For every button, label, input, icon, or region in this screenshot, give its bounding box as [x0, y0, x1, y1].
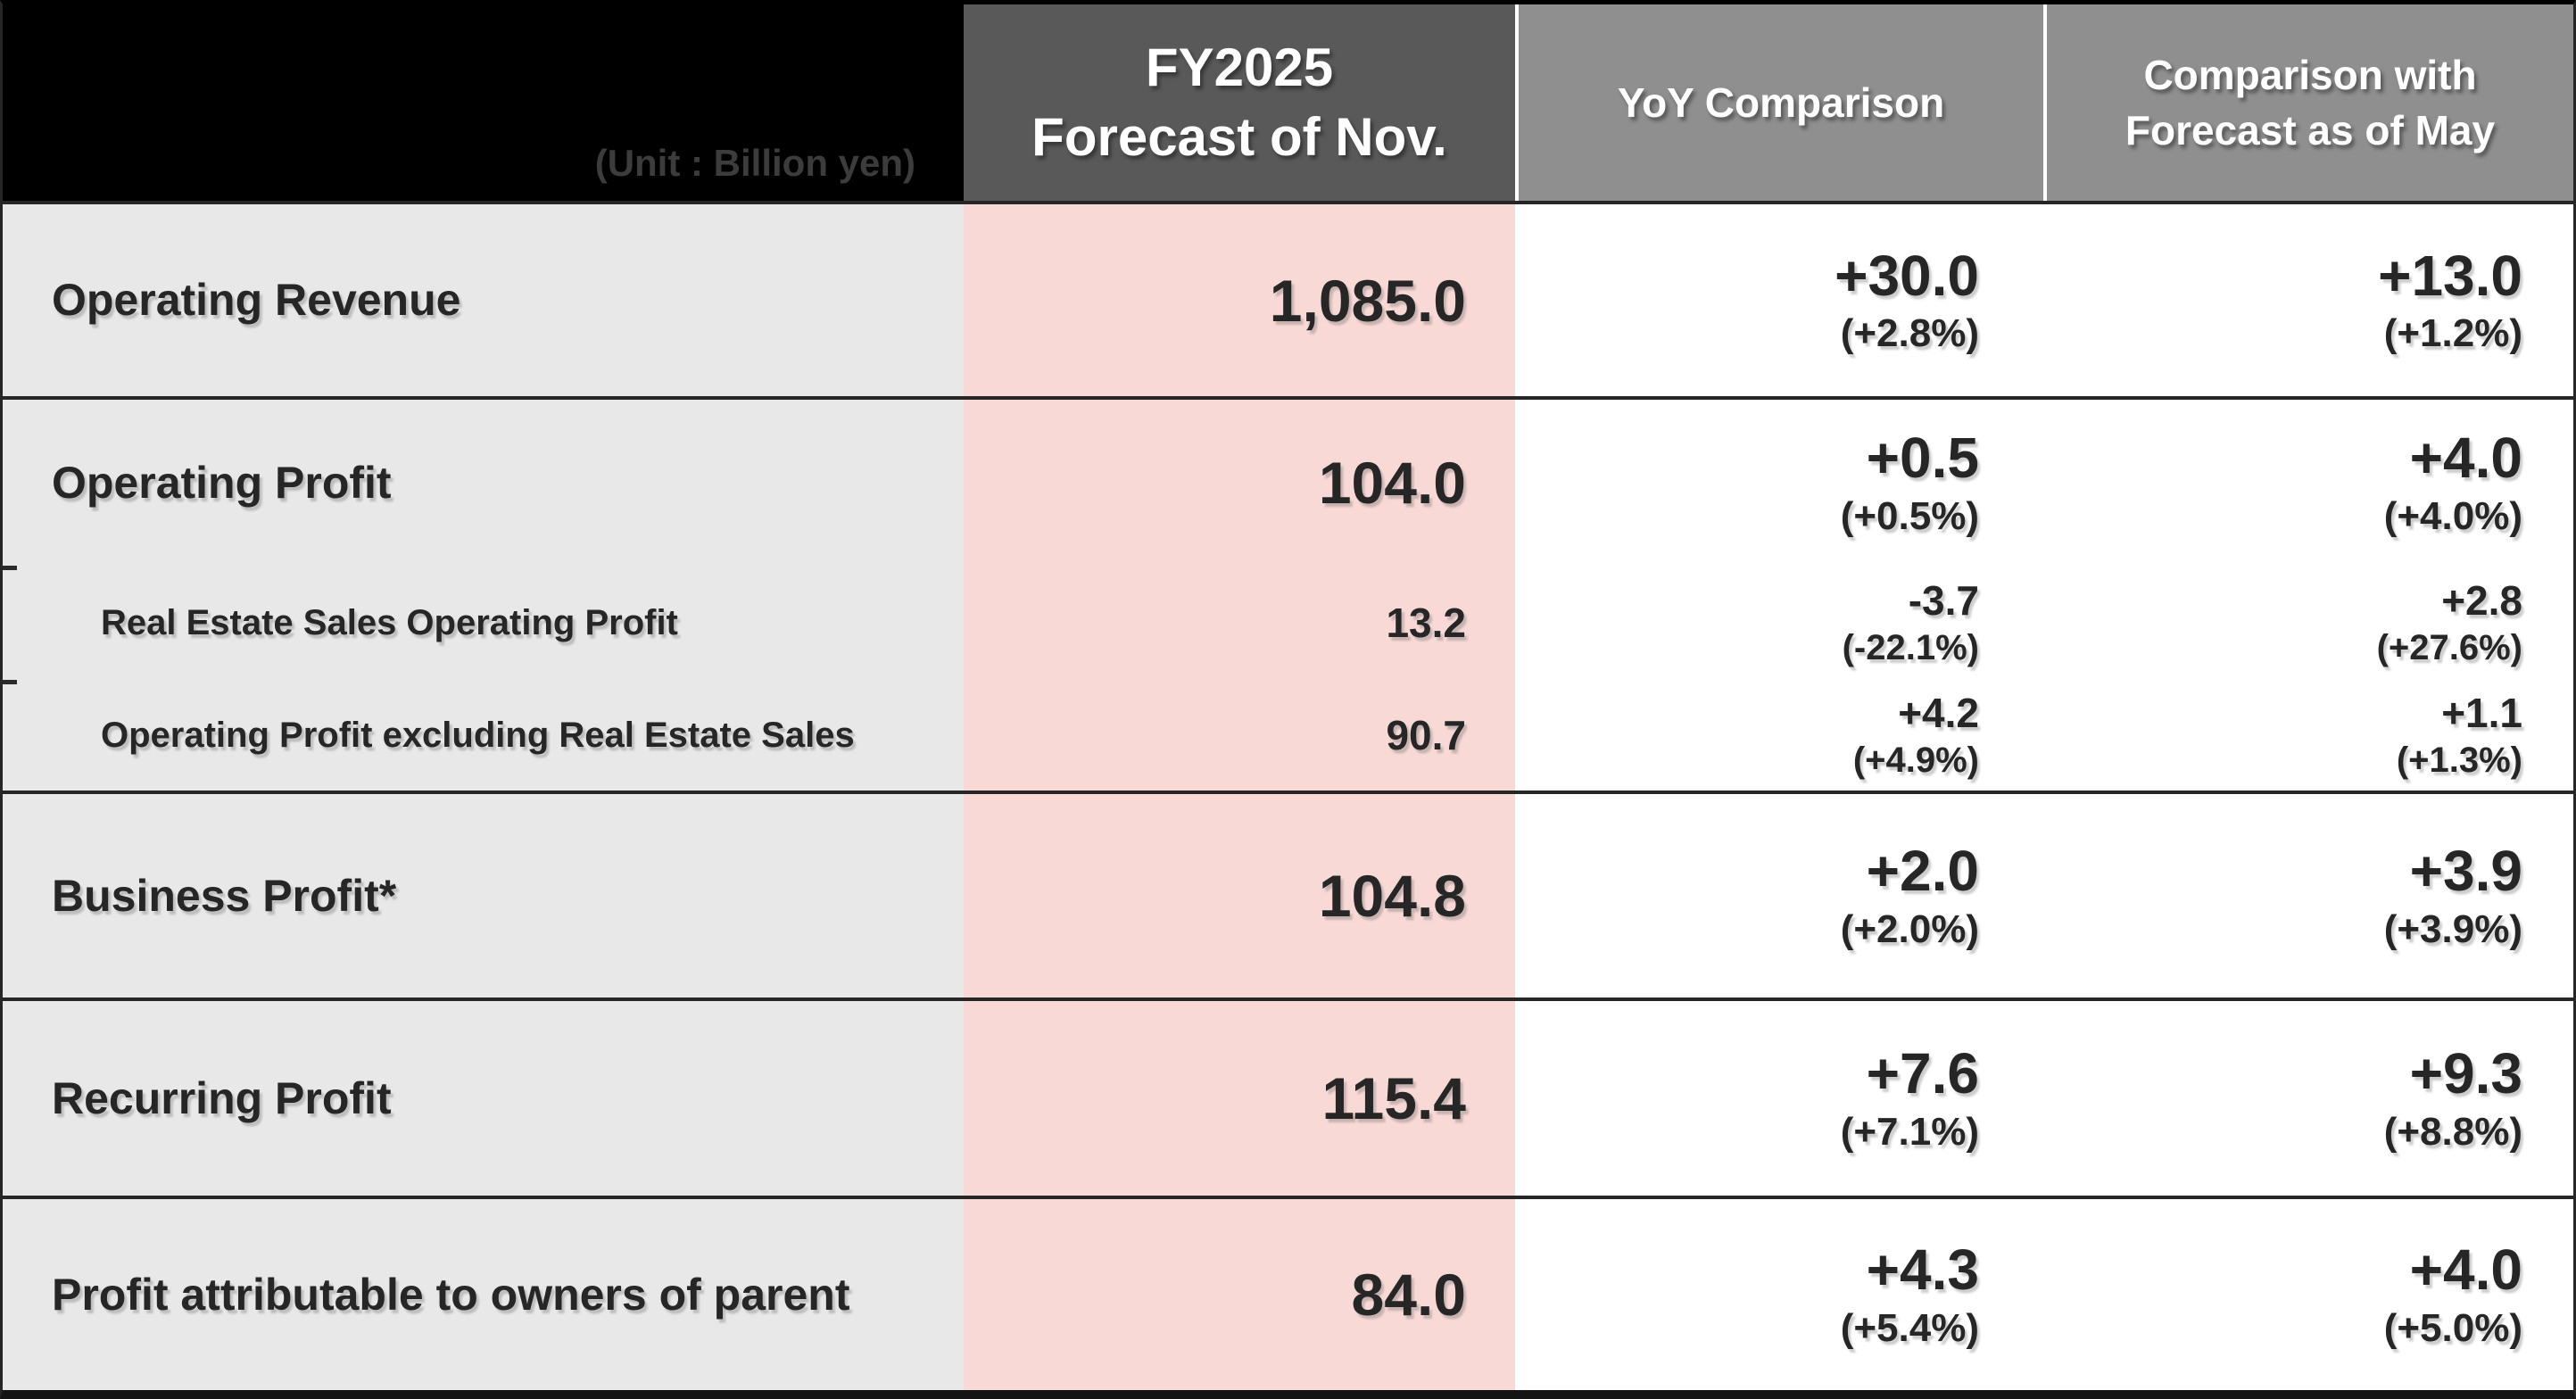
- yoy-percent: (+5.4%): [1840, 1305, 1979, 1350]
- may-value: +9.3: [2409, 1041, 2522, 1106]
- may-percent: (+1.3%): [2396, 741, 2522, 781]
- yoy-value: +0.5: [1866, 426, 1979, 491]
- table-row-business-profit: Business Profit* 104.8 +2.0 (+2.0%) +3.9…: [3, 791, 2573, 998]
- may-value: +1.1: [2441, 689, 2522, 736]
- table-row-real-estate-sales-operating-profit: Real Estate Sales Operating Profit 13.2 …: [3, 566, 2573, 680]
- forecast-value: 1,085.0: [964, 204, 1515, 396]
- may-percent: (+1.2%): [2383, 311, 2522, 355]
- yoy-percent: (+4.9%): [1852, 741, 1979, 781]
- yoy-cell: +4.3 (+5.4%): [1515, 1199, 2043, 1390]
- table-row-operating-profit: Operating Profit 104.0 +0.5 (+0.5%) +4.0…: [3, 396, 2573, 566]
- may-value: +3.9: [2409, 839, 2522, 904]
- may-cell: +13.0 (+1.2%): [2043, 204, 2573, 396]
- may-cell: +9.3 (+8.8%): [2043, 1001, 2573, 1196]
- forecast-value: 84.0: [964, 1199, 1515, 1390]
- header-yoy-comparison: YoY Comparison: [1515, 4, 2043, 201]
- row-label: Business Profit*: [3, 794, 964, 998]
- yoy-cell: +7.6 (+7.1%): [1515, 1001, 2043, 1196]
- yoy-value: -3.7: [1908, 576, 1979, 624]
- may-percent: (+3.9%): [2383, 906, 2522, 951]
- forecast-value: 13.2: [964, 566, 1515, 680]
- forecast-value: 104.0: [964, 400, 1515, 566]
- row-label: Profit attributable to owners of parent: [3, 1199, 964, 1390]
- may-percent: (+27.6%): [2376, 628, 2522, 668]
- may-value: +13.0: [2378, 243, 2522, 308]
- sub-row-divider-tick: [3, 680, 17, 684]
- may-cell: +4.0 (+5.0%): [2043, 1199, 2573, 1390]
- may-cell: +3.9 (+3.9%): [2043, 794, 2573, 998]
- yoy-value: +30.0: [1835, 243, 1979, 308]
- may-value: +2.8: [2441, 576, 2522, 624]
- forecast-value: 115.4: [964, 1001, 1515, 1196]
- table-row-profit-attributable-to-owners: Profit attributable to owners of parent …: [3, 1196, 2573, 1390]
- header-fy2025-forecast: FY2025 Forecast of Nov.: [964, 4, 1515, 201]
- yoy-value: +2.0: [1866, 839, 1979, 904]
- yoy-cell: -3.7 (-22.1%): [1515, 566, 2043, 680]
- table-header-row: (Unit : Billion yen) FY2025 Forecast of …: [3, 4, 2573, 201]
- yoy-value: +7.6: [1866, 1041, 1979, 1106]
- may-percent: (+8.8%): [2383, 1109, 2522, 1154]
- row-label: Operating Profit excluding Real Estate S…: [3, 680, 964, 791]
- table-row-operating-revenue: Operating Revenue 1,085.0 +30.0 (+2.8%) …: [3, 201, 2573, 396]
- may-value: +4.0: [2409, 426, 2522, 491]
- may-percent: (+5.0%): [2383, 1305, 2522, 1350]
- unit-note: (Unit : Billion yen): [594, 142, 915, 184]
- yoy-percent: (+7.1%): [1840, 1109, 1979, 1154]
- may-cell: +1.1 (+1.3%): [2043, 680, 2573, 791]
- yoy-percent: (+0.5%): [1840, 493, 1979, 538]
- row-label: Real Estate Sales Operating Profit: [3, 566, 964, 680]
- header-fy2025-line1: FY2025: [1145, 37, 1334, 97]
- header-fy2025-line2: Forecast of Nov.: [1031, 107, 1447, 167]
- yoy-cell: +2.0 (+2.0%): [1515, 794, 2043, 998]
- header-yoy-label: YoY Comparison: [1617, 79, 1945, 126]
- may-cell: +2.8 (+27.6%): [2043, 566, 2573, 680]
- forecast-value: 104.8: [964, 794, 1515, 998]
- table-row-recurring-profit: Recurring Profit 115.4 +7.6 (+7.1%) +9.3…: [3, 998, 2573, 1196]
- header-corner-cell: (Unit : Billion yen): [3, 4, 964, 201]
- yoy-cell: +4.2 (+4.9%): [1515, 680, 2043, 791]
- row-label: Recurring Profit: [3, 1001, 964, 1196]
- yoy-value: +4.3: [1866, 1238, 1979, 1303]
- yoy-cell: +30.0 (+2.8%): [1515, 204, 2043, 396]
- yoy-value: +4.2: [1898, 689, 1979, 736]
- yoy-percent: (+2.0%): [1840, 906, 1979, 951]
- header-may-line1: Comparison with: [2143, 51, 2477, 98]
- table-row-operating-profit-excluding-real-estate: Operating Profit excluding Real Estate S…: [3, 680, 2573, 791]
- yoy-percent: (+2.8%): [1840, 311, 1979, 355]
- may-cell: +4.0 (+4.0%): [2043, 400, 2573, 566]
- yoy-percent: (-22.1%): [1842, 628, 1979, 668]
- header-may-line2: Forecast as of May: [2125, 107, 2496, 153]
- sub-row-divider-tick: [3, 566, 17, 570]
- header-may-comparison: Comparison with Forecast as of May: [2043, 4, 2573, 201]
- row-label: Operating Revenue: [3, 204, 964, 396]
- may-percent: (+4.0%): [2383, 493, 2522, 538]
- yoy-cell: +0.5 (+0.5%): [1515, 400, 2043, 566]
- forecast-value: 90.7: [964, 680, 1515, 791]
- may-value: +4.0: [2409, 1238, 2522, 1303]
- row-label: Operating Profit: [3, 400, 964, 566]
